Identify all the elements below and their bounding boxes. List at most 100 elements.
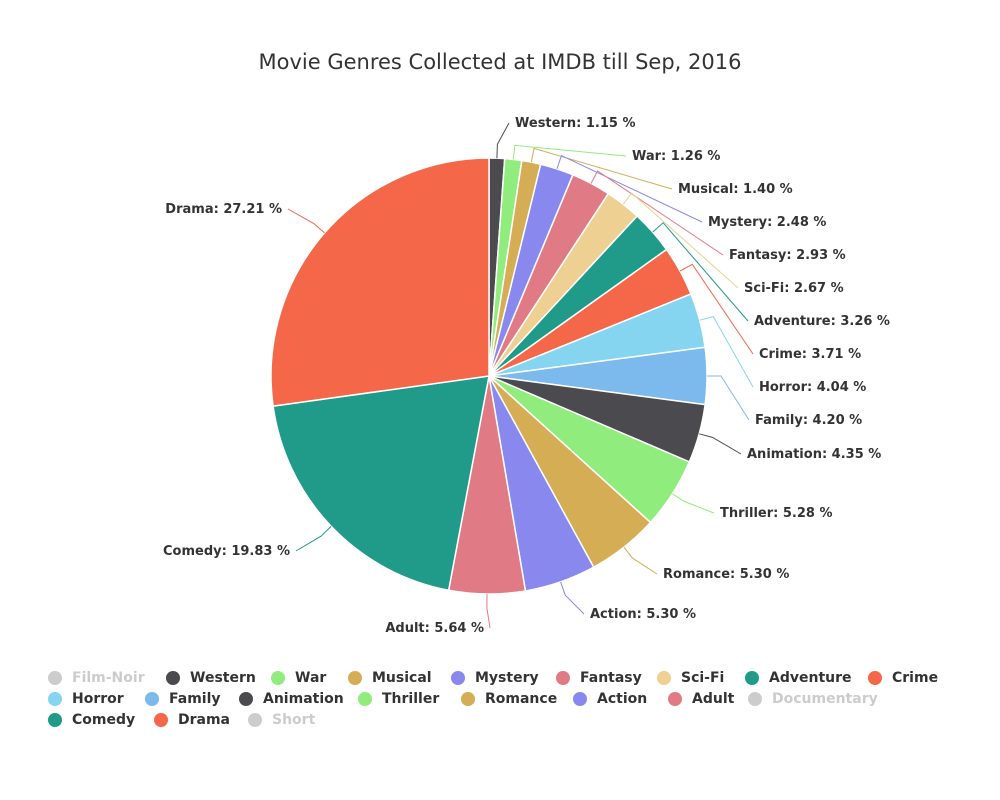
- legend-item-adult[interactable]: Adult: [668, 689, 734, 709]
- legend-swatch-adult: [668, 692, 682, 706]
- legend-label-adult: Adult: [692, 691, 735, 707]
- legend-swatch-short: [248, 713, 262, 727]
- legend-swatch-war: [271, 671, 285, 685]
- data-label-action: Action: 5.30 %: [590, 607, 696, 622]
- legend-item-documentary[interactable]: Documentary: [748, 689, 878, 709]
- legend-item-war[interactable]: War: [271, 668, 326, 688]
- legend-swatch-adventure: [745, 671, 759, 685]
- legend-label-family: Family: [169, 691, 221, 707]
- legend-label-documentary: Documentary: [772, 691, 878, 707]
- legend-swatch-action: [573, 692, 587, 706]
- legend-swatch-musical: [348, 671, 362, 685]
- connector-fantasy: [590, 170, 724, 256]
- legend-swatch-fantasy: [556, 671, 570, 685]
- legend-item-musical[interactable]: Musical: [348, 668, 432, 688]
- legend-label-sci-fi: Sci-Fi: [681, 670, 725, 686]
- legend-swatch-animation: [239, 692, 253, 706]
- legend-item-sci-fi[interactable]: Sci-Fi: [657, 668, 724, 688]
- legend-label-musical: Musical: [372, 670, 432, 686]
- legend-item-horror[interactable]: Horror: [48, 689, 124, 709]
- legend-swatch-mystery: [451, 671, 465, 685]
- data-label-romance: Romance: 5.30 %: [663, 567, 789, 582]
- data-label-comedy: Comedy: 19.83 %: [163, 544, 290, 559]
- legend-item-thriller[interactable]: Thriller: [358, 689, 439, 709]
- connector-mystery: [556, 154, 703, 223]
- legend-label-comedy: Comedy: [72, 712, 136, 728]
- legend-label-drama: Drama: [178, 712, 231, 728]
- data-label-family: Family: 4.20 %: [755, 413, 862, 428]
- legend-item-mystery[interactable]: Mystery: [451, 668, 539, 688]
- connector-musical: [530, 147, 673, 190]
- legend-swatch-romance: [461, 692, 475, 706]
- connector-war: [512, 144, 627, 160]
- legend-item-action[interactable]: Action: [573, 689, 647, 709]
- connector-comedy: [295, 526, 332, 552]
- connector-adult: [486, 593, 491, 629]
- legend-item-adventure[interactable]: Adventure: [745, 668, 852, 688]
- legend-label-action: Action: [597, 691, 648, 707]
- data-label-adventure: Adventure: 3.26 %: [754, 314, 890, 329]
- chart-title: Movie Genres Collected at IMDB till Sep,…: [258, 50, 742, 74]
- connector-crime: [679, 263, 754, 355]
- data-label-adult: Adult: 5.64 %: [385, 621, 484, 636]
- legend-label-western: Western: [190, 670, 256, 686]
- legend-item-family[interactable]: Family: [145, 689, 221, 709]
- legend-swatch-comedy: [48, 713, 62, 727]
- connector-thriller: [672, 493, 715, 514]
- legend-item-film-noir[interactable]: Film-Noir: [48, 668, 145, 688]
- connector-horror: [699, 316, 754, 388]
- data-label-thriller: Thriller: 5.28 %: [720, 506, 832, 521]
- connector-adventure: [652, 222, 749, 322]
- data-label-drama: Drama: 27.21 %: [165, 202, 282, 217]
- legend-label-short: Short: [272, 712, 316, 728]
- legend-label-war: War: [295, 670, 327, 686]
- data-label-war: War: 1.26 %: [632, 149, 720, 164]
- legend-swatch-sci-fi: [657, 671, 671, 685]
- legend-swatch-thriller: [358, 692, 372, 706]
- legend-label-crime: Crime: [892, 670, 939, 686]
- legend-label-adventure: Adventure: [769, 670, 852, 686]
- connector-drama: [287, 208, 325, 234]
- data-label-crime: Crime: 3.71 %: [759, 347, 861, 362]
- label-connectors: [287, 122, 754, 629]
- connector-western: [496, 122, 510, 159]
- connector-family: [707, 375, 750, 421]
- legend-item-short[interactable]: Short: [248, 710, 315, 730]
- connector-animation: [699, 433, 742, 455]
- legend-item-romance[interactable]: Romance: [461, 689, 557, 709]
- legend-item-crime[interactable]: Crime: [868, 668, 938, 688]
- legend-label-romance: Romance: [485, 691, 558, 707]
- legend-swatch-crime: [868, 671, 882, 685]
- legend-swatch-documentary: [748, 692, 762, 706]
- legend-item-comedy[interactable]: Comedy: [48, 710, 135, 730]
- legend-label-mystery: Mystery: [475, 670, 539, 686]
- data-label-western: Western: 1.15 %: [515, 116, 635, 131]
- legend-swatch-western: [166, 671, 180, 685]
- pie-slices: [270, 157, 708, 595]
- connector-action: [560, 581, 585, 615]
- connector-sci-fi: [622, 192, 739, 289]
- legend-label-fantasy: Fantasy: [580, 670, 642, 686]
- legend-swatch-family: [145, 692, 159, 706]
- legend-label-animation: Animation: [263, 691, 344, 707]
- data-labels: Western: 1.15 % War: 1.26 % Musical: 1.40 …: [163, 116, 890, 636]
- data-label-animation: Animation: 4.35 %: [747, 447, 881, 462]
- legend-swatch-horror: [48, 692, 62, 706]
- legend-swatch-drama: [154, 713, 168, 727]
- legend-label-horror: Horror: [72, 691, 124, 707]
- legend-item-animation[interactable]: Animation: [239, 689, 344, 709]
- data-label-horror: Horror: 4.04 %: [759, 380, 866, 395]
- legend-label-film-noir: Film-Noir: [72, 670, 145, 686]
- pie-slice-drama[interactable]: [270, 157, 490, 407]
- legend-label-thriller: Thriller: [382, 691, 440, 707]
- data-label-sci-fi: Sci-Fi: 2.67 %: [744, 281, 844, 296]
- legend-item-drama[interactable]: Drama: [154, 710, 230, 730]
- connector-romance: [623, 546, 658, 575]
- legend-item-western[interactable]: Western: [166, 668, 256, 688]
- data-label-musical: Musical: 1.40 %: [678, 182, 793, 197]
- legend-swatch-film-noir: [48, 671, 62, 685]
- data-label-fantasy: Fantasy: 2.93 %: [729, 248, 846, 263]
- legend-item-fantasy[interactable]: Fantasy: [556, 668, 642, 688]
- pie-slice-comedy[interactable]: [272, 375, 490, 592]
